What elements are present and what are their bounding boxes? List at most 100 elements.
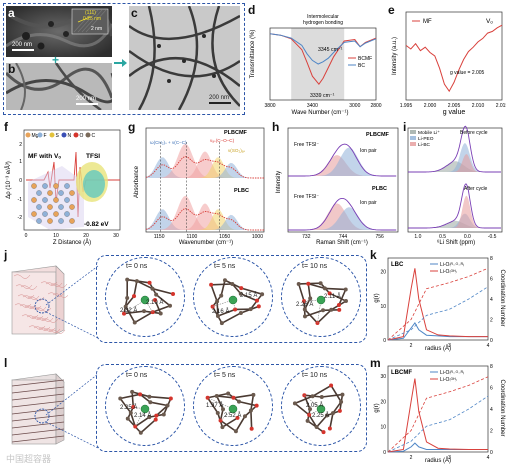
bond bbox=[206, 397, 219, 414]
g-xtick: 1000 bbox=[252, 234, 263, 240]
atom bbox=[148, 400, 153, 405]
li-ion bbox=[140, 295, 150, 305]
atom bbox=[226, 391, 231, 396]
bond bbox=[140, 418, 157, 434]
rdf-ytick: 30 bbox=[380, 374, 386, 380]
h-label-bottom: PLBC bbox=[372, 186, 387, 192]
bond bbox=[221, 312, 242, 324]
atom bbox=[231, 395, 236, 400]
panel-label-m: m bbox=[370, 356, 381, 370]
molecule-render bbox=[209, 278, 265, 326]
m-y2label: Coordination Number bbox=[499, 379, 505, 436]
atom bbox=[254, 298, 259, 303]
distance-label: 2.52 Å bbox=[224, 413, 242, 419]
h-fit-peak-top bbox=[288, 147, 398, 176]
m-xlabel: radius (Å) bbox=[425, 457, 451, 464]
h-xlabel: Raman Shift (cm⁻¹) bbox=[316, 240, 368, 246]
bond bbox=[324, 287, 346, 291]
f-atom bbox=[64, 211, 70, 217]
d-ylabel: Transmittance (%) bbox=[250, 30, 256, 79]
e-xtick: 2.015 bbox=[496, 103, 506, 109]
bond bbox=[154, 299, 162, 314]
atom bbox=[147, 280, 152, 285]
f-xlabel: Z Distance (Å) bbox=[53, 239, 91, 246]
f-xtick-1: 10 bbox=[53, 233, 59, 239]
bond bbox=[241, 287, 263, 295]
rdf-xtick: 4 bbox=[487, 455, 490, 461]
bond bbox=[155, 404, 169, 417]
atom bbox=[134, 279, 139, 284]
bond bbox=[297, 283, 305, 302]
f-legend-c-swatch bbox=[85, 132, 91, 138]
atom bbox=[339, 399, 344, 404]
f-atom bbox=[42, 183, 48, 189]
g-fit-peak-top bbox=[146, 162, 264, 178]
li-ion bbox=[316, 404, 326, 414]
chart-m: g(r) Coordination Number radius (Å) 2 3 40… bbox=[374, 364, 505, 464]
bond bbox=[303, 394, 311, 410]
atom bbox=[168, 396, 173, 401]
bond bbox=[250, 394, 255, 411]
f-atom bbox=[53, 197, 59, 203]
scale-bar-a bbox=[12, 49, 34, 51]
atom bbox=[209, 282, 214, 287]
atom bbox=[256, 304, 261, 309]
atom bbox=[302, 314, 307, 319]
k-ylabel: g(r) bbox=[374, 293, 380, 302]
snapshot-time: t= 10 ns bbox=[302, 263, 328, 270]
atom bbox=[321, 308, 326, 313]
rdf-legend-label: Li-O₍ᴼᴴ₎ bbox=[440, 269, 457, 275]
coord-bond bbox=[133, 406, 146, 410]
atom bbox=[118, 396, 123, 401]
e-ylabel: Intensity (a.u.) bbox=[392, 37, 398, 75]
bond bbox=[250, 410, 253, 429]
bond bbox=[329, 292, 347, 302]
md-snapshot-j-1: t= 5 ns 2.16 Å 2.15 Å bbox=[193, 257, 273, 337]
scale-bar-c bbox=[209, 102, 231, 104]
rdf-y2tick: 4 bbox=[490, 297, 493, 303]
f-atom bbox=[47, 204, 53, 210]
md-strand bbox=[47, 292, 65, 297]
f-atom bbox=[64, 183, 70, 189]
rdf-ytick: 20 bbox=[380, 270, 386, 276]
md-snapshot-j-0: t= 0 ns 2.32 Å 2.10 Å bbox=[105, 257, 185, 337]
chart-e: Intensity (a.u.) g value 1.995 2.000 2.005… bbox=[392, 11, 506, 116]
atom bbox=[142, 309, 147, 314]
f-legend-mg-label: Mg bbox=[32, 133, 39, 139]
e-xlabel: g value bbox=[443, 109, 466, 116]
i-fit-peak-before bbox=[408, 161, 502, 172]
e-xtick: 2.010 bbox=[472, 103, 485, 109]
g-fit-peak-bottom bbox=[146, 203, 264, 230]
bond bbox=[304, 297, 311, 310]
bond bbox=[308, 414, 318, 428]
atom bbox=[138, 392, 143, 397]
g-xtick: 1150 bbox=[154, 234, 165, 240]
f-xtick-2: 20 bbox=[83, 233, 89, 239]
i-fit-peak-after bbox=[408, 220, 502, 228]
snapshot-time: t= 0 ns bbox=[126, 263, 148, 270]
scale-label-b: 200 nm bbox=[76, 96, 97, 102]
atom bbox=[230, 282, 235, 287]
f-atom bbox=[58, 218, 64, 224]
i-xtick: 1.0 bbox=[414, 234, 421, 240]
panel-label-a: a bbox=[8, 6, 15, 20]
md-layer bbox=[11, 428, 65, 436]
e-vf-label: Vₒ bbox=[486, 18, 493, 25]
panel-label-g: g bbox=[128, 120, 136, 134]
rdf-xtick: 3 bbox=[448, 343, 451, 349]
g-fit-peak-top bbox=[146, 143, 264, 178]
cn-curve bbox=[387, 376, 489, 453]
atom bbox=[314, 425, 319, 430]
plus-sign: + bbox=[52, 53, 60, 67]
panel-label-k: k bbox=[370, 248, 377, 262]
f-atom bbox=[42, 211, 48, 217]
f-legend-f-swatch bbox=[37, 132, 43, 138]
molecule-render bbox=[205, 391, 259, 434]
bond bbox=[316, 309, 332, 324]
d-xtick: 3400 bbox=[307, 103, 318, 109]
f-ytick-4: -2 bbox=[18, 215, 23, 221]
g-label-top: PLBCMF bbox=[224, 130, 248, 136]
atom bbox=[236, 399, 241, 404]
i-after: After cycle bbox=[464, 186, 488, 192]
f-legend-n-swatch bbox=[61, 132, 67, 138]
